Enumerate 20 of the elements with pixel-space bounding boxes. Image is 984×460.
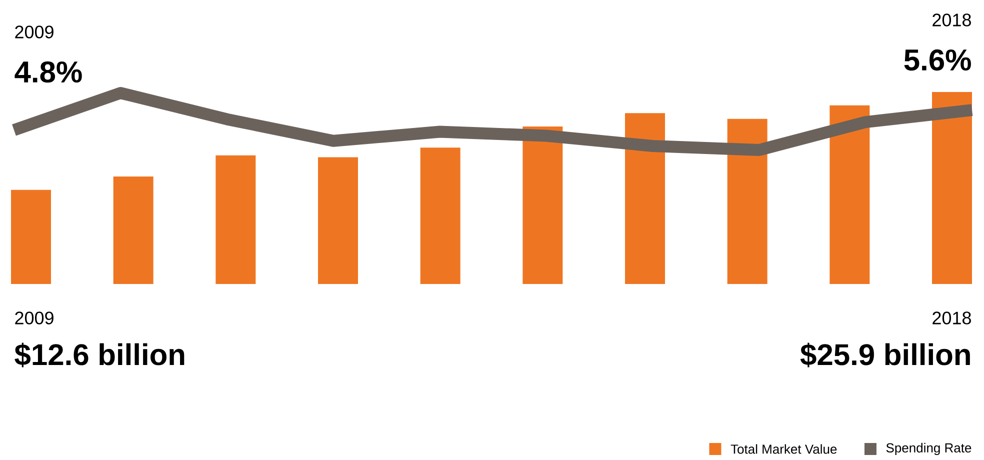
text: 2009 [15,312,54,324]
bar [830,105,870,284]
bar [522,126,563,284]
bar [113,176,154,284]
bar [11,190,51,284]
text: $12.6 billion [14,342,184,368]
bar [216,155,256,284]
legend-label: Spending Rate [886,442,972,456]
bar [932,92,972,284]
legend-label: Total Market Value [730,444,837,454]
bar [727,118,768,284]
text: $25.9 billion [800,342,970,368]
bar [318,157,358,284]
text: 2018 [932,14,971,26]
text: 2018 [932,312,971,324]
text: 4.8% [14,61,82,83]
bar [625,113,665,284]
bar [420,148,460,284]
text: 2009 [15,26,54,38]
text: 5.6% [904,49,971,71]
